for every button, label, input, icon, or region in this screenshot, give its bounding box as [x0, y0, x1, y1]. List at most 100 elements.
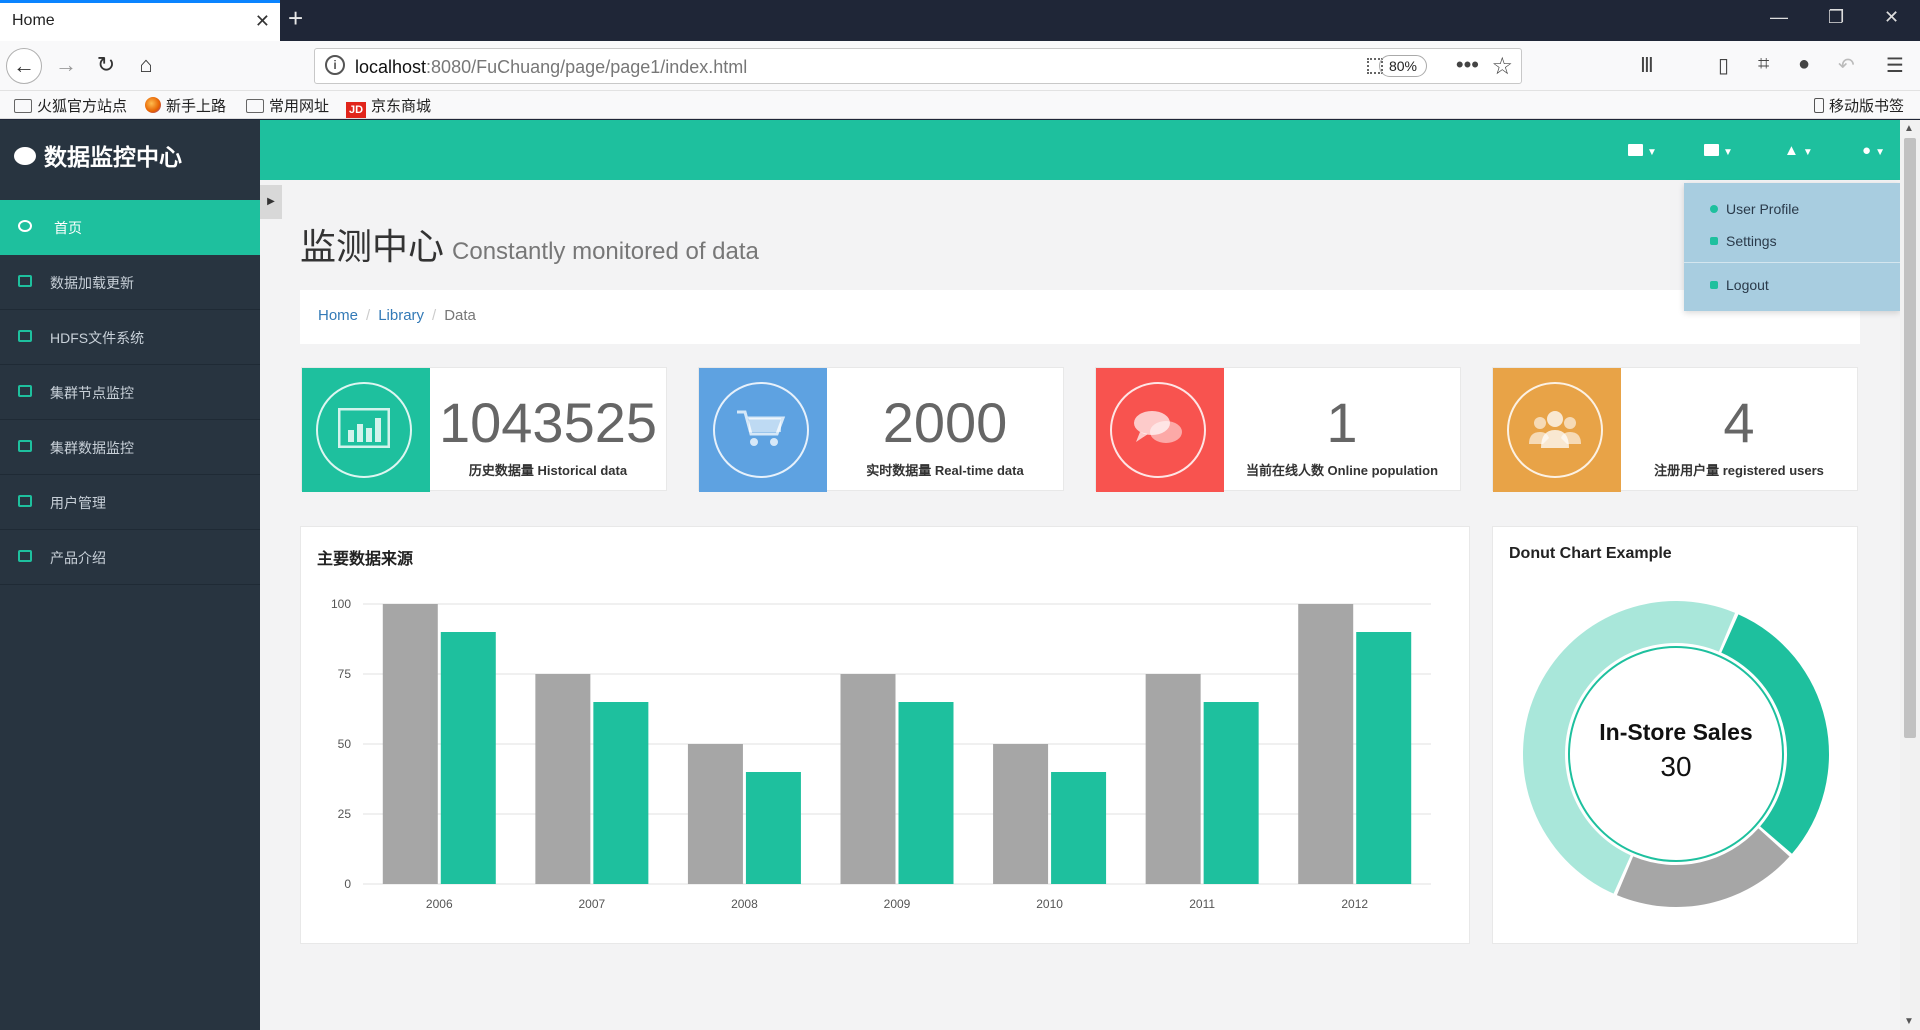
bookmark-item[interactable]: 常用网址 [246, 95, 329, 116]
tab-close-icon[interactable]: ✕ [254, 11, 270, 31]
tasks-dropdown[interactable]: ▼ [1704, 142, 1733, 158]
scroll-up-icon[interactable]: ▲ [1904, 123, 1914, 134]
bar[interactable] [993, 744, 1049, 884]
dashboard-icon [18, 220, 32, 232]
stat-icon-ring [713, 382, 809, 478]
bar[interactable] [382, 604, 438, 884]
bar[interactable] [1298, 604, 1354, 884]
bar[interactable] [1051, 772, 1107, 884]
bar[interactable] [1203, 702, 1259, 884]
donut-slice[interactable] [1616, 828, 1790, 907]
stat-card-historical: 1043525 历史数据量 Historical data [301, 367, 667, 492]
sidebar-item-product[interactable]: 产品介绍 [0, 530, 260, 585]
more-icon[interactable]: ••• [1455, 52, 1479, 77]
browser-tab[interactable]: Home ✕ [0, 0, 280, 41]
sidebar-toggle-button[interactable]: ▶ [260, 185, 282, 219]
site-info-icon[interactable]: i [325, 55, 345, 75]
minimize-icon[interactable]: — [1770, 7, 1788, 27]
home-button[interactable]: ⌂ [139, 52, 153, 77]
breadcrumb-separator: / [432, 307, 437, 324]
page-title: 监测中心 Constantly monitored of data [300, 218, 759, 270]
url-bar[interactable]: i localhost:8080/FuChuang/page/page1/ind… [314, 48, 1522, 84]
users-icon [1529, 411, 1581, 448]
bar[interactable] [687, 744, 743, 884]
brand[interactable]: 数据监控中心 [14, 138, 182, 172]
url-host: localhost [355, 57, 427, 77]
bar[interactable] [440, 632, 496, 884]
sidebar: 数据监控中心 首页 数据加载更新 HDFS文件系统 集群节点监控 集群数据监控 … [0, 120, 260, 1030]
y-tick-label: 50 [338, 737, 352, 751]
reload-button[interactable]: ↻ [96, 52, 116, 77]
restore-icon[interactable]: ❐ [1828, 7, 1845, 27]
sidebar-item-data-load[interactable]: 数据加载更新 [0, 255, 260, 310]
window-close-icon[interactable]: ✕ [1884, 7, 1900, 27]
hamburger-menu-icon[interactable]: ☰ [1886, 55, 1904, 77]
user-dropdown[interactable]: ● ▼ [1862, 142, 1885, 159]
chat-icon[interactable]: ● [1798, 53, 1811, 75]
sidebar-item-hdfs[interactable]: HDFS文件系统 [0, 310, 260, 365]
stat-card-users: 4 注册用户量 registered users [1492, 367, 1858, 492]
dropdown-item-label: Settings [1726, 233, 1777, 249]
bar[interactable] [1356, 632, 1412, 884]
breadcrumb: Home / Library / Data [300, 290, 1860, 344]
dropdown-item-settings[interactable]: Settings [1710, 233, 1777, 249]
caret-down-icon: ▼ [1802, 147, 1813, 158]
bookmark-item[interactable]: 新手上路 [145, 95, 226, 116]
back-button[interactable]: ← [6, 48, 42, 84]
breadcrumb-current: Data [444, 307, 476, 324]
bar[interactable] [593, 702, 649, 884]
sidebar-icon[interactable]: ▯ [1718, 55, 1730, 77]
dropdown-item-logout[interactable]: Logout [1710, 277, 1769, 293]
x-tick-label: 2008 [731, 897, 758, 911]
url-text[interactable]: localhost:8080/FuChuang/page/page1/index… [355, 57, 747, 78]
bar[interactable] [745, 772, 801, 884]
bar[interactable] [535, 674, 591, 884]
dropdown-divider [1684, 262, 1900, 263]
donut-slice[interactable] [1721, 614, 1829, 854]
envelope-icon [1628, 144, 1643, 156]
stat-icon-box [302, 368, 430, 492]
dropdown-item-label: User Profile [1726, 201, 1800, 217]
bookmark-item[interactable]: JD 京东商城 [346, 95, 431, 118]
messages-dropdown[interactable]: ▼ [1628, 142, 1657, 158]
zoom-level[interactable]: 80% [1379, 55, 1427, 77]
undo-icon[interactable]: ↶ [1838, 55, 1855, 77]
sidebar-item-data-monitor[interactable]: 集群数据监控 [0, 420, 260, 475]
donut-center-value: 30 [1660, 751, 1691, 782]
library-icon[interactable]: Ⅲ [1640, 55, 1654, 77]
sidebar-item-node-monitor[interactable]: 集群节点监控 [0, 365, 260, 420]
forward-button[interactable]: → [55, 52, 77, 77]
file-icon [18, 440, 32, 452]
tab-title: Home [12, 12, 55, 29]
scroll-down-icon[interactable]: ▼ [1904, 1016, 1914, 1027]
bookmark-label: 常用网址 [269, 98, 330, 115]
mobile-bookmarks[interactable]: 移动版书签 [1814, 95, 1904, 116]
jd-icon: JD [346, 102, 366, 118]
bar-chart-icon [338, 408, 390, 448]
stat-icon-ring [1507, 382, 1603, 478]
folder-icon [14, 99, 32, 113]
table-icon [18, 495, 32, 507]
screenshot-icon[interactable]: ⌗ [1758, 53, 1770, 75]
page-scrollbar[interactable]: ▲ ▼ [1900, 120, 1920, 1030]
bookmark-star-icon[interactable]: ☆ [1491, 53, 1513, 80]
page-title-text: 监测中心 [300, 226, 445, 267]
sidebar-item-home[interactable]: 首页 [0, 200, 260, 255]
new-tab-button[interactable]: + [288, 3, 304, 33]
y-tick-label: 25 [338, 807, 352, 821]
user-dropdown-menu: User Profile Settings Logout [1684, 183, 1900, 311]
donut-slice[interactable] [1522, 600, 1736, 894]
bar[interactable] [840, 674, 896, 884]
breadcrumb-library[interactable]: Library [378, 307, 425, 324]
stat-card-online: 1 当前在线人数 Online population [1095, 367, 1461, 492]
alerts-dropdown[interactable]: ▲ ▼ [1784, 142, 1813, 159]
stat-label: 当前在线人数 Online population [1245, 463, 1439, 478]
bar[interactable] [1145, 674, 1201, 884]
scrollbar-thumb[interactable] [1904, 138, 1916, 738]
breadcrumb-home[interactable]: Home [318, 307, 359, 324]
sidebar-item-users[interactable]: 用户管理 [0, 475, 260, 530]
sidebar-item-label: 用户管理 [50, 495, 106, 511]
bar[interactable] [898, 702, 954, 884]
bookmark-item[interactable]: 火狐官方站点 [14, 95, 127, 116]
dropdown-item-user-profile[interactable]: User Profile [1710, 201, 1799, 217]
